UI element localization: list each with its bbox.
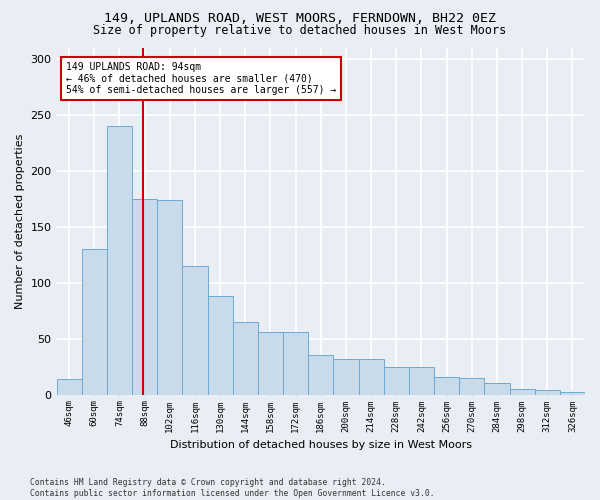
Text: 149 UPLANDS ROAD: 94sqm
← 46% of detached houses are smaller (470)
54% of semi-d: 149 UPLANDS ROAD: 94sqm ← 46% of detache… <box>65 62 336 96</box>
Bar <box>182 266 208 394</box>
Text: Contains HM Land Registry data © Crown copyright and database right 2024.
Contai: Contains HM Land Registry data © Crown c… <box>30 478 434 498</box>
Bar <box>308 356 334 395</box>
Bar <box>132 198 157 394</box>
X-axis label: Distribution of detached houses by size in West Moors: Distribution of detached houses by size … <box>170 440 472 450</box>
Bar <box>459 378 484 394</box>
Bar <box>484 384 509 394</box>
Bar <box>383 366 409 394</box>
Bar <box>560 392 585 394</box>
Bar <box>82 249 107 394</box>
Bar <box>334 358 359 394</box>
Bar <box>233 322 258 394</box>
Bar <box>535 390 560 394</box>
Bar <box>107 126 132 394</box>
Bar <box>359 358 383 394</box>
Bar <box>157 200 182 394</box>
Bar <box>509 389 535 394</box>
Bar <box>208 296 233 394</box>
Y-axis label: Number of detached properties: Number of detached properties <box>15 134 25 308</box>
Bar <box>258 332 283 394</box>
Bar <box>56 379 82 394</box>
Text: 149, UPLANDS ROAD, WEST MOORS, FERNDOWN, BH22 0EZ: 149, UPLANDS ROAD, WEST MOORS, FERNDOWN,… <box>104 12 496 26</box>
Bar <box>434 376 459 394</box>
Text: Size of property relative to detached houses in West Moors: Size of property relative to detached ho… <box>94 24 506 37</box>
Bar <box>283 332 308 394</box>
Bar <box>409 366 434 394</box>
